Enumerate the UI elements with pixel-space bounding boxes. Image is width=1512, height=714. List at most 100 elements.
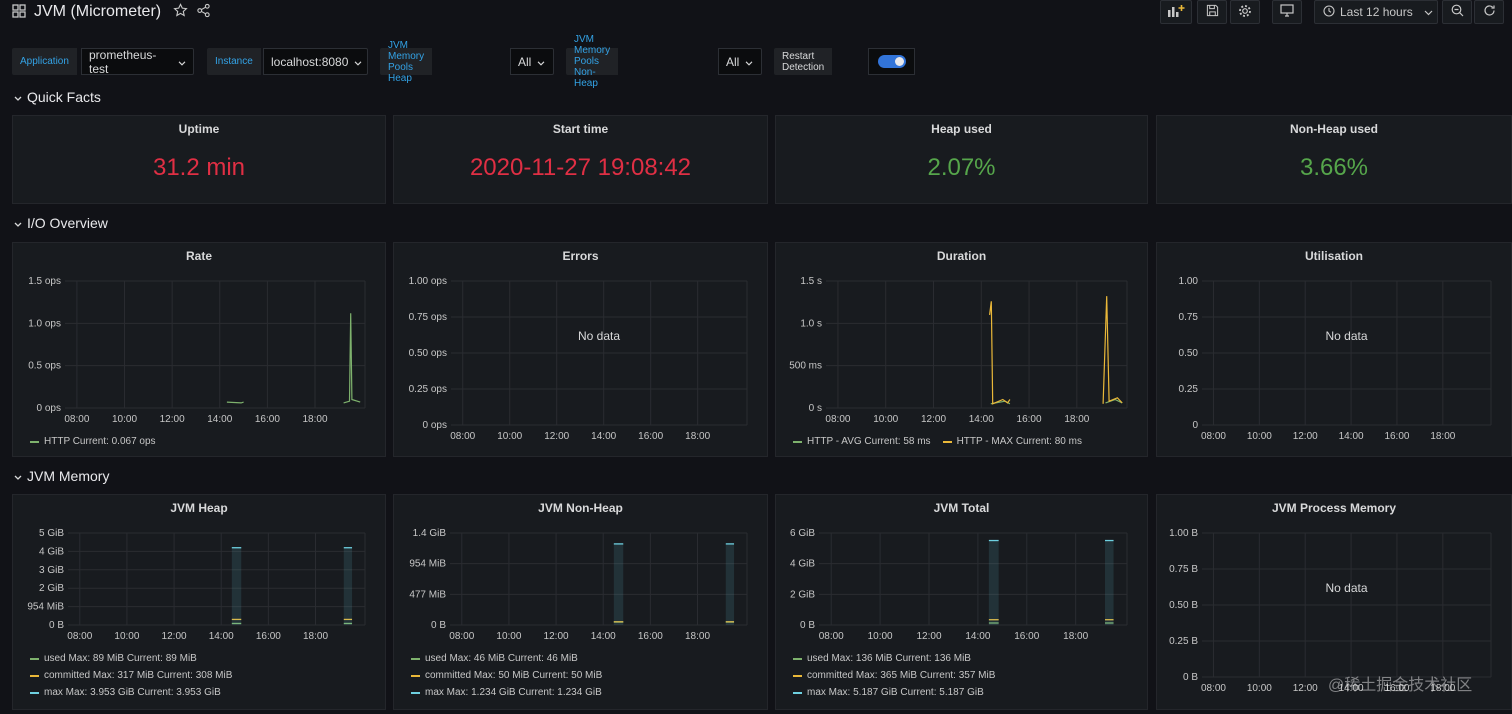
- legend-item[interactable]: used Max: 46 MiB Current: 46 MiB: [411, 650, 602, 667]
- var-value-application: prometheus-test: [89, 47, 157, 76]
- x-tick-label: 14:00: [591, 431, 616, 442]
- y-tick-label: 0.75 ops: [409, 312, 447, 323]
- add-panel-button[interactable]: [1160, 0, 1192, 24]
- var-select-instance[interactable]: localhost:8080: [263, 48, 368, 75]
- row-jvm-memory[interactable]: JVM Memory: [14, 468, 109, 484]
- y-tick-label: 2 GiB: [39, 583, 64, 594]
- chart-svg: 0 B 2 GiB 4 GiB 6 GiB 08:00 10:00 12:00 14:00 16…: [790, 528, 1128, 642]
- x-tick-label: 14:00: [1339, 683, 1364, 694]
- x-tick-label: 08:00: [64, 414, 89, 425]
- legend-text: HTTP Current: 0.067 ops: [44, 436, 156, 447]
- legend-item[interactable]: max Max: 3.953 GiB Current: 3.953 GiB: [30, 684, 232, 701]
- dashboard-title[interactable]: JVM (Micrometer): [34, 3, 162, 20]
- x-tick-label: 18:00: [1430, 431, 1455, 442]
- panel-heap-used[interactable]: Heap used 2.07%: [775, 115, 1148, 204]
- panel-title: Non-Heap used: [1289, 122, 1378, 136]
- x-tick-label: 18:00: [1064, 414, 1089, 425]
- star-icon[interactable]: [173, 3, 188, 21]
- var-label-application: Application: [12, 48, 77, 75]
- panel-non-heap-used[interactable]: Non-Heap used 3.66%: [1156, 115, 1512, 204]
- panel-utilisation[interactable]: Utilisation 0 0.25 0.50 0.75 1.00 08:00 10:00 1…: [1156, 242, 1512, 457]
- legend-item[interactable]: used Max: 136 MiB Current: 136 MiB: [793, 650, 995, 667]
- panel-errors[interactable]: Errors 0 ops 0.25 ops 0.50 ops 0.75 ops 1.00…: [393, 242, 768, 457]
- y-tick-label: 0.75: [1179, 312, 1199, 323]
- var-select-memory-pools-heap[interactable]: All: [510, 48, 554, 75]
- y-tick-label: 0 B: [49, 620, 64, 631]
- legend-item[interactable]: committed Max: 317 MiB Current: 308 MiB: [30, 667, 232, 684]
- panel-uptime[interactable]: Uptime 31.2 min: [12, 115, 386, 204]
- legend-swatch: [30, 674, 39, 677]
- panel-jvm-total[interactable]: JVM Total 0 B 2 GiB 4 GiB 6 GiB 08:00 10:00 12…: [775, 494, 1148, 710]
- y-tick-label: 500 ms: [789, 361, 822, 372]
- y-tick-label: 1.0 ops: [28, 318, 61, 329]
- var-select-application[interactable]: prometheus-test: [81, 47, 194, 76]
- panel-jvm-process-memory[interactable]: JVM Process Memory 0 B 0.25 B 0.50 B 0.75 B…: [1156, 494, 1512, 710]
- zoom-out-button[interactable]: [1442, 0, 1472, 24]
- series-area: [231, 547, 242, 625]
- legend-item[interactable]: committed Max: 50 MiB Current: 50 MiB: [411, 667, 602, 684]
- panel-title: Duration: [936, 249, 987, 263]
- add-panel-icon: [1167, 4, 1185, 21]
- panel-duration[interactable]: Duration 0 s 500 ms 1.0 s 1.5 s 08:00 10:00 12…: [775, 242, 1148, 457]
- x-tick-label: 08:00: [450, 431, 475, 442]
- dashboard-grid-icon[interactable]: [12, 3, 26, 21]
- legend-item[interactable]: used Max: 89 MiB Current: 89 MiB: [30, 650, 232, 667]
- legend-item[interactable]: committed Max: 365 MiB Current: 357 MiB: [793, 667, 995, 684]
- panel-start-time[interactable]: Start time 2020-11-27 19:08:42: [393, 115, 768, 204]
- var-select-memory-pools-nonheap[interactable]: All: [718, 48, 762, 75]
- legend-item[interactable]: HTTP - MAX Current: 80 ms: [942, 433, 1082, 450]
- refresh-button[interactable]: [1474, 0, 1504, 24]
- legend-text: max Max: 5.187 GiB Current: 5.187 GiB: [807, 687, 984, 698]
- zoom-out-icon: [1451, 4, 1464, 20]
- x-tick-label: 08:00: [819, 631, 844, 642]
- chart-legend: used Max: 89 MiB Current: 89 MiB committe…: [30, 650, 232, 701]
- x-tick-label: 16:00: [1017, 414, 1042, 425]
- restart-detection-toggle[interactable]: [868, 48, 915, 75]
- series-line: [989, 301, 1011, 405]
- x-tick-label: 16:00: [255, 414, 280, 425]
- legend-item[interactable]: max Max: 5.187 GiB Current: 5.187 GiB: [793, 684, 995, 701]
- var-label-restart-detection: Restart Detection: [774, 48, 833, 75]
- series-area: [1105, 540, 1114, 625]
- panel-title: Rate: [185, 249, 212, 263]
- legend-item[interactable]: max Max: 1.234 GiB Current: 1.234 GiB: [411, 684, 602, 701]
- x-tick-label: 08:00: [1201, 683, 1226, 694]
- panel-jvm-non-heap[interactable]: JVM Non-Heap 0 B 477 MiB 954 MiB 1.4 GiB 08:…: [393, 494, 768, 710]
- toggle-switch[interactable]: [877, 55, 906, 68]
- legend-item[interactable]: HTTP Current: 0.067 ops: [30, 433, 156, 450]
- var-label-instance: Instance: [207, 48, 261, 75]
- legend-swatch: [793, 657, 802, 660]
- time-range-picker[interactable]: Last 12 hours: [1314, 0, 1438, 24]
- y-tick-label: 0.25 ops: [409, 384, 447, 395]
- gear-icon: [1238, 4, 1252, 21]
- row-quick-facts[interactable]: Quick Facts: [14, 89, 101, 105]
- stat-value: 31.2 min: [152, 154, 246, 181]
- panel-jvm-heap[interactable]: JVM Heap 0 B 954 MiB 2 GiB 3 GiB 4 GiB 5 GiB 0…: [12, 494, 386, 710]
- y-tick-label: 1.00: [1179, 276, 1199, 287]
- y-tick-label: 0 s: [809, 403, 822, 414]
- y-tick-label: 0.50 B: [1169, 600, 1198, 611]
- x-tick-label: 10:00: [112, 414, 137, 425]
- x-tick-label: 16:00: [1384, 431, 1409, 442]
- x-tick-label: 18:00: [302, 414, 327, 425]
- y-tick-label: 5 GiB: [39, 528, 64, 539]
- legend-item[interactable]: HTTP - AVG Current: 58 ms: [793, 433, 931, 450]
- legend-swatch: [411, 674, 420, 677]
- view-mode-button[interactable]: [1272, 0, 1302, 24]
- row-title-label: Quick Facts: [27, 89, 101, 105]
- save-dashboard-button[interactable]: [1197, 0, 1227, 24]
- dashboard-settings-button[interactable]: [1230, 0, 1260, 24]
- y-tick-label: 4 GiB: [39, 546, 64, 557]
- y-tick-label: 954 MiB: [409, 559, 446, 570]
- legend-text: committed Max: 317 MiB Current: 308 MiB: [44, 670, 233, 681]
- panel-rate[interactable]: Rate 0 ops 0.5 ops 1.0 ops 1.5 ops 08:00 10:0…: [12, 242, 386, 457]
- series-line: [1102, 296, 1123, 404]
- x-tick-label: 10:00: [1247, 683, 1272, 694]
- row-io-overview[interactable]: I/O Overview: [14, 215, 108, 231]
- legend-swatch: [30, 440, 39, 443]
- chevron-down-icon: [14, 468, 22, 484]
- y-tick-label: 1.0 s: [800, 318, 822, 329]
- share-icon[interactable]: [196, 3, 211, 21]
- chevron-down-icon: [354, 55, 362, 69]
- panel-title: JVM Non-Heap: [538, 501, 623, 515]
